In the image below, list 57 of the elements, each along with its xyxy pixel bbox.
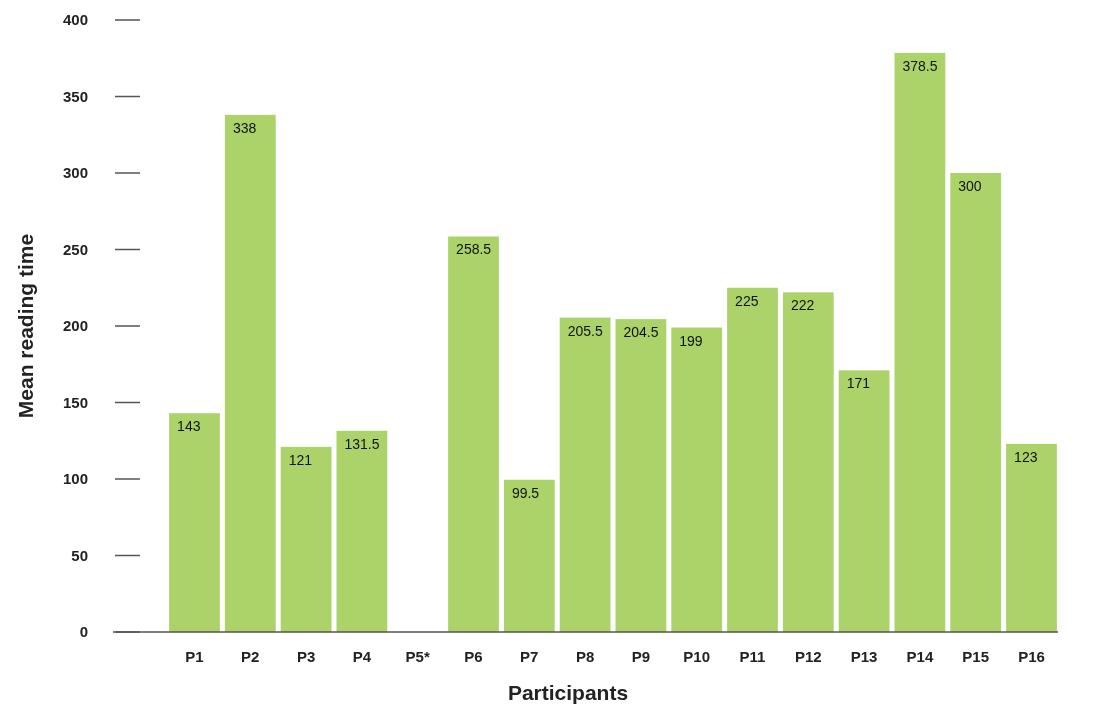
data-label: 204.5 [623, 324, 659, 341]
bar [224, 114, 276, 632]
x-tick-label: P2 [241, 648, 260, 665]
data-label: 225 [735, 292, 759, 309]
y-tick-label: 0 [79, 623, 88, 641]
bar [950, 173, 1002, 632]
data-label: 121 [288, 451, 313, 468]
x-tick-label: P11 [739, 648, 766, 665]
data-label: 199 [679, 332, 703, 349]
x-tick-label: P16 [1018, 648, 1045, 665]
x-tick-label: P9 [631, 648, 651, 665]
y-axis-title: Mean reading time [14, 233, 37, 419]
bar [727, 287, 778, 632]
bar [838, 370, 890, 632]
data-label: 338 [232, 119, 257, 136]
x-tick-label: P3 [296, 648, 316, 665]
bar [894, 52, 946, 632]
y-tick-label: 400 [62, 11, 88, 29]
x-tick-label: P5* [405, 648, 430, 665]
x-tick-label: P12 [794, 648, 822, 665]
data-label: 131.5 [344, 435, 380, 452]
x-tick-label: P15 [962, 648, 990, 665]
data-label: 258.5 [456, 241, 492, 258]
x-tick-label: P8 [575, 648, 595, 665]
data-label: 171 [846, 375, 871, 392]
y-tick-label: 50 [71, 546, 88, 564]
bar [559, 317, 611, 632]
data-label: 143 [177, 418, 201, 435]
data-label: 99.5 [511, 484, 540, 501]
data-label: 378.5 [902, 57, 938, 74]
y-tick-label: 100 [62, 470, 88, 488]
bar [503, 479, 555, 632]
bar [169, 413, 220, 632]
x-axis-title: Participants [507, 681, 629, 704]
data-label: 222 [790, 297, 815, 314]
x-tick-label: P6 [464, 648, 483, 665]
data-label: 205.5 [567, 322, 603, 339]
data-label: 300 [958, 178, 982, 194]
y-tick-label: 350 [62, 87, 88, 105]
y-tick-label: 250 [62, 240, 88, 258]
x-tick-label: P14 [906, 648, 934, 665]
bar [280, 446, 332, 632]
y-tick-label: 300 [62, 164, 88, 182]
bar [1006, 443, 1057, 632]
y-tick-label: 200 [62, 317, 88, 335]
y-tick-label: 150 [62, 393, 88, 411]
x-tick-label: P7 [520, 648, 539, 665]
x-tick-label: P13 [850, 648, 878, 665]
x-tick-label: P1 [185, 648, 204, 665]
bar [448, 236, 499, 632]
bar [336, 430, 388, 632]
data-label: 123 [1014, 448, 1038, 465]
x-tick-label: P4 [352, 648, 372, 665]
bar [615, 319, 667, 632]
bar [671, 327, 723, 632]
x-tick-label: P10 [683, 648, 711, 665]
bar [782, 292, 834, 632]
